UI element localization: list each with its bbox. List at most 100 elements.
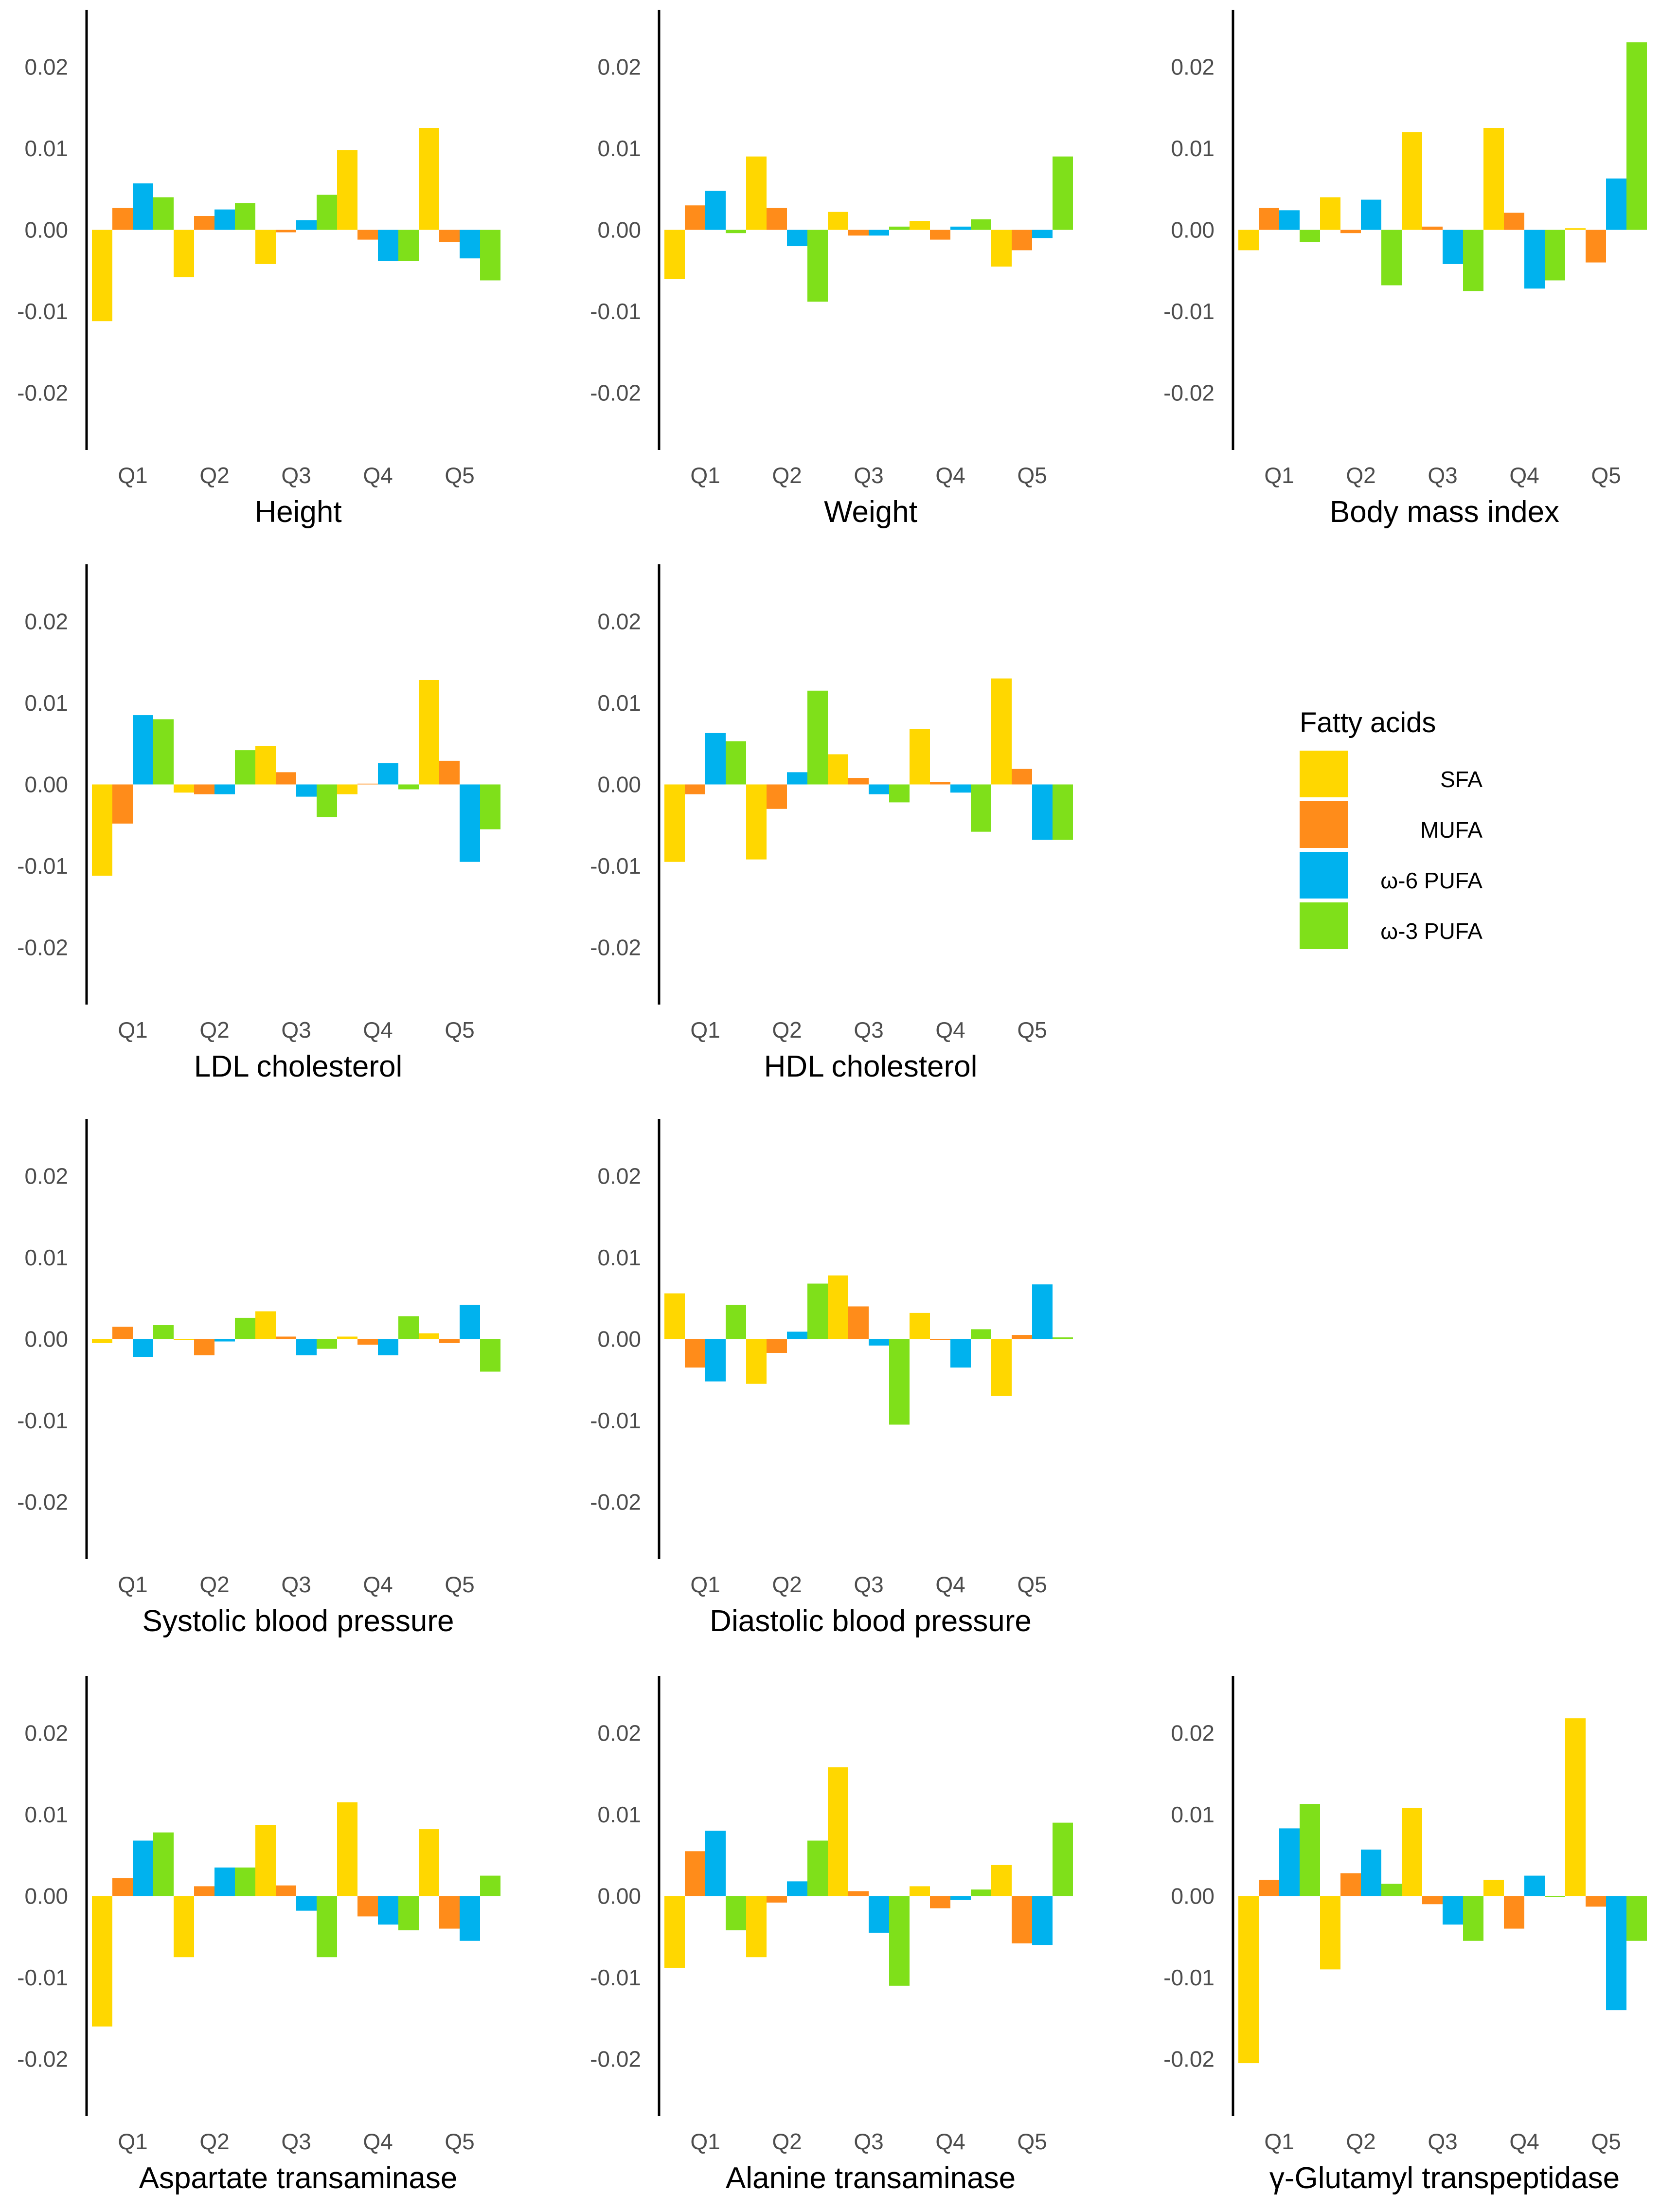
y-tick-label: 0.01 [24,1245,68,1270]
bar-mufa-q5 [439,1339,460,1343]
bar-sfa-q3 [828,1767,848,1896]
y-tick-label: -0.01 [590,853,641,879]
bar-mufa-q3 [276,1336,296,1339]
x-tick-label: Q4 [363,2129,393,2154]
bar-mufa-q5 [1012,1335,1032,1339]
panel-glutamyl-transpeptidase: -0.02 -0.01 0.00 0.01 0.02 Q1 Q2 Q3 Q4 Q5 γ-Glutam… [1163,1676,1647,2195]
x-tick-label: Q4 [935,1572,965,1597]
bar-w3-pufa-q2 [1381,1884,1402,1896]
legend-swatch-w3-pufa [1300,902,1348,949]
bar-sfa-q1 [1238,230,1259,251]
bar-w6-pufa-q3 [296,1896,317,1911]
panel-title: LDL cholesterol [194,1050,403,1083]
bar-sfa-q3 [255,1825,276,1896]
bar-w6-pufa-q3 [869,230,889,236]
y-tick-label: 0.01 [597,1802,641,1827]
y-tick-label: -0.02 [17,380,68,406]
bar-sfa-q4 [337,1336,357,1339]
y-tick-label: -0.01 [590,1965,641,1990]
x-tick-label: Q5 [1591,463,1621,488]
bar-w3-pufa-q5 [480,1339,500,1372]
bar-mufa-q5 [439,230,460,242]
bar-sfa-q5 [991,678,1012,785]
x-tick-label: Q4 [935,1017,965,1043]
bar-w6-pufa-q1 [133,715,153,785]
bar-sfa-q4 [337,784,357,794]
x-tick-label: Q1 [118,463,147,488]
bar-w6-pufa-q5 [460,1896,480,1941]
bar-w6-pufa-q1 [1279,1828,1300,1896]
y-tick-label: 0.00 [597,772,641,797]
x-tick-label: Q5 [1017,1017,1047,1043]
bar-mufa-q2 [194,1339,214,1356]
x-tick-label: Q2 [772,2129,802,2154]
bar-mufa-q3 [848,1891,869,1896]
y-tick-label: -0.02 [17,2047,68,2072]
bar-w3-pufa-q1 [1300,1804,1320,1896]
bar-w6-pufa-q2 [787,230,807,247]
bar-sfa-q1 [92,230,112,322]
bar-mufa-q2 [1340,1873,1361,1896]
bar-mufa-q2 [194,784,214,794]
bar-w3-pufa-q4 [971,219,991,230]
panel-body-mass-index: -0.02 -0.01 0.00 0.01 0.02 Q1 Q2 Q3 Q4 Q5 Body mas… [1163,10,1647,529]
bar-w6-pufa-q3 [296,784,317,797]
x-tick-label: Q3 [854,463,883,488]
bar-mufa-q4 [357,783,378,785]
y-tick-label: -0.02 [590,380,641,406]
y-tick-label: 0.02 [24,1163,68,1188]
bar-mufa-q3 [276,1885,296,1896]
x-tick-label: Q3 [854,1017,883,1043]
bar-mufa-q1 [685,205,705,230]
bar-w3-pufa-q1 [153,1832,174,1896]
bar-mufa-q1 [112,208,133,230]
bar-mufa-q3 [1422,1896,1443,1905]
bar-mufa-q2 [1340,230,1361,234]
y-tick-label: -0.01 [590,1408,641,1433]
bar-mufa-q3 [276,230,296,233]
bar-mufa-q4 [1504,1896,1524,1929]
bar-sfa-q1 [664,1293,685,1339]
legend-label-w3-pufa: ω-3 PUFA [1380,918,1482,944]
legend: Fatty acids SFA MUFA ω-6 PUFA ω-3 PUFA [1300,707,1482,949]
bar-w6-pufa-q1 [133,1339,153,1357]
bar-mufa-q5 [1012,1896,1032,1943]
bar-w3-pufa-q3 [1463,230,1483,291]
bar-w3-pufa-q5 [1053,1822,1073,1896]
bar-w3-pufa-q1 [153,1325,174,1339]
bar-mufa-q2 [767,784,787,809]
x-tick-label: Q1 [690,463,720,488]
bar-mufa-q5 [1012,230,1032,251]
bar-sfa-q5 [991,1865,1012,1896]
x-tick-label: Q2 [772,1017,802,1043]
y-tick-label: -0.02 [590,1490,641,1515]
x-tick-label: Q3 [1428,463,1457,488]
y-tick-label: 0.01 [597,136,641,161]
bar-mufa-q4 [1504,213,1524,230]
legend-item-mufa: MUFA [1300,801,1482,848]
bar-w3-pufa-q4 [398,230,419,261]
x-tick-label: Q2 [199,2129,229,2154]
panel-title: Height [254,495,341,529]
x-tick-label: Q4 [935,2129,965,2154]
bar-w3-pufa-q3 [889,226,910,230]
y-tick-label: 0.02 [597,609,641,634]
x-tick-label: Q5 [445,1572,474,1597]
bar-w6-pufa-q2 [787,1881,807,1896]
legend-swatch-w6-pufa [1300,852,1348,899]
panel-title: Alanine transaminase [726,2161,1016,2195]
bar-sfa-q2 [174,1896,194,1958]
bar-w6-pufa-q4 [378,1339,398,1356]
bar-mufa-q4 [357,230,378,240]
bar-w3-pufa-q4 [398,784,419,790]
bar-sfa-q5 [991,230,1012,267]
y-tick-label: -0.01 [1163,1965,1214,1990]
y-tick-label: -0.02 [17,1490,68,1515]
y-tick-label: 0.01 [24,690,68,716]
bar-w6-pufa-q5 [460,1305,480,1339]
bar-w6-pufa-q2 [787,772,807,785]
bar-sfa-q2 [1320,1896,1340,1970]
bar-sfa-q1 [92,784,112,876]
bar-mufa-q5 [439,760,460,785]
bar-sfa-q2 [174,1339,194,1340]
